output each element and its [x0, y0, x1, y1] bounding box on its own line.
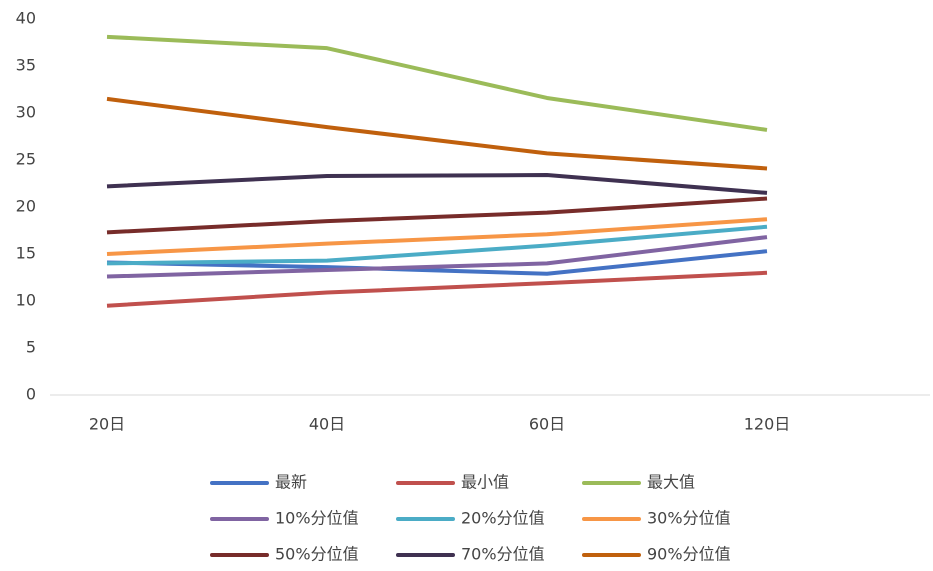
series-line: [106, 249, 768, 276]
series-line: [106, 96, 768, 171]
y-tick-label: 35: [16, 56, 36, 75]
series-line: [106, 196, 768, 235]
x-tick-label: 20日: [89, 415, 125, 434]
series-line: [106, 270, 768, 308]
legend-label: 90%分位值: [647, 545, 731, 564]
y-tick-label: 20: [16, 197, 36, 216]
y-tick-label: 25: [16, 150, 36, 169]
legend-label: 10%分位值: [275, 509, 359, 528]
x-tick-label: 60日: [529, 415, 565, 434]
x-tick-label: 40日: [309, 415, 345, 434]
legend-label: 最新: [275, 473, 307, 492]
legend-label: 30%分位值: [647, 509, 731, 528]
legend-label: 70%分位值: [461, 545, 545, 564]
series-line: [106, 173, 768, 195]
y-tick-label: 10: [16, 291, 36, 310]
y-tick-label: 15: [16, 244, 36, 263]
series-line: [106, 34, 768, 132]
y-tick-label: 5: [26, 338, 36, 357]
x-tick-label: 120日: [744, 415, 791, 434]
legend-label: 最大值: [647, 473, 695, 492]
series-line: [106, 224, 768, 266]
legend-label: 最小值: [461, 473, 509, 492]
y-tick-label: 0: [26, 385, 36, 404]
series-line: [106, 235, 768, 279]
legend-label: 50%分位值: [275, 545, 359, 564]
y-tick-label: 30: [16, 103, 36, 122]
legend-label: 20%分位值: [461, 509, 545, 528]
y-tick-label: 40: [16, 9, 36, 28]
series-line: [106, 217, 768, 256]
